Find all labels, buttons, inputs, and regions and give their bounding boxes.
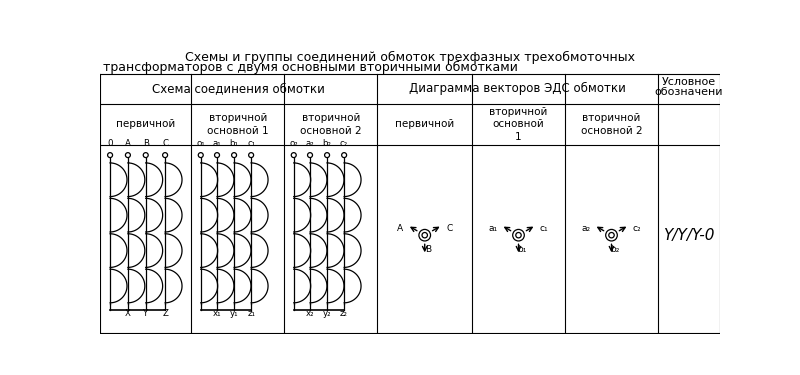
Text: вторичной
основной 2: вторичной основной 2 xyxy=(581,113,642,135)
Circle shape xyxy=(198,153,203,158)
Circle shape xyxy=(325,153,330,158)
Text: первичной: первичной xyxy=(395,119,454,129)
Circle shape xyxy=(231,153,237,158)
Text: c₂: c₂ xyxy=(340,139,348,148)
Text: y₁: y₁ xyxy=(230,309,238,318)
Text: Y: Y xyxy=(143,309,148,318)
Circle shape xyxy=(126,153,130,158)
Text: b₂: b₂ xyxy=(322,139,331,148)
Text: b₁: b₁ xyxy=(517,244,526,254)
Text: первичной: первичной xyxy=(116,119,175,129)
Text: B: B xyxy=(425,244,431,254)
Text: вторичной
основной
1: вторичной основной 1 xyxy=(490,107,548,142)
Text: x₁: x₁ xyxy=(213,309,222,318)
Text: a₁: a₁ xyxy=(489,224,498,233)
Circle shape xyxy=(606,230,618,241)
Text: Диаграмма векторов ЭДС обмотки: Диаграмма векторов ЭДС обмотки xyxy=(410,82,626,95)
Text: o₁: o₁ xyxy=(196,139,205,148)
Text: b₁: b₁ xyxy=(230,139,238,148)
Text: A: A xyxy=(397,224,402,233)
Circle shape xyxy=(162,153,167,158)
Text: Условное: Условное xyxy=(662,77,716,87)
Circle shape xyxy=(249,153,254,158)
Circle shape xyxy=(143,153,148,158)
Circle shape xyxy=(107,153,113,158)
Circle shape xyxy=(307,153,313,158)
Text: X: X xyxy=(125,309,131,318)
Text: a₂: a₂ xyxy=(306,139,314,148)
Circle shape xyxy=(214,153,219,158)
Text: o₂: o₂ xyxy=(290,139,298,148)
Text: C: C xyxy=(447,224,453,233)
Text: A: A xyxy=(125,139,131,148)
Circle shape xyxy=(513,230,524,241)
Text: Z: Z xyxy=(162,309,168,318)
Text: c₁: c₁ xyxy=(539,224,548,233)
Text: Y/Y/Y-0: Y/Y/Y-0 xyxy=(663,228,714,243)
Text: B: B xyxy=(142,139,149,148)
Text: a₁: a₁ xyxy=(213,139,222,148)
Text: обозначени: обозначени xyxy=(654,87,723,97)
Circle shape xyxy=(342,153,346,158)
Text: z₁: z₁ xyxy=(247,309,255,318)
Text: a₂: a₂ xyxy=(582,224,591,233)
Circle shape xyxy=(422,232,427,238)
Text: y₂: y₂ xyxy=(322,309,331,318)
Text: z₂: z₂ xyxy=(340,309,348,318)
Text: вторичной
основной 1: вторичной основной 1 xyxy=(207,113,269,135)
Circle shape xyxy=(291,153,296,158)
Text: Схема соединения обмотки: Схема соединения обмотки xyxy=(152,82,325,95)
Text: C: C xyxy=(162,139,168,148)
Text: трансформаторов с двумя основными вторичными обмотками: трансформаторов с двумя основными вторич… xyxy=(103,61,518,74)
Text: c₂: c₂ xyxy=(632,224,641,233)
Text: вторичной
основной 2: вторичной основной 2 xyxy=(300,113,362,135)
Text: c₁: c₁ xyxy=(247,139,255,148)
Circle shape xyxy=(609,232,614,238)
Text: Схемы и группы соединений обмоток трехфазных трехобмоточных: Схемы и группы соединений обмоток трехфа… xyxy=(185,51,635,64)
Circle shape xyxy=(516,232,522,238)
Circle shape xyxy=(419,230,430,241)
Text: b₂: b₂ xyxy=(610,244,619,254)
Text: 0: 0 xyxy=(107,139,113,148)
Text: x₂: x₂ xyxy=(306,309,314,318)
